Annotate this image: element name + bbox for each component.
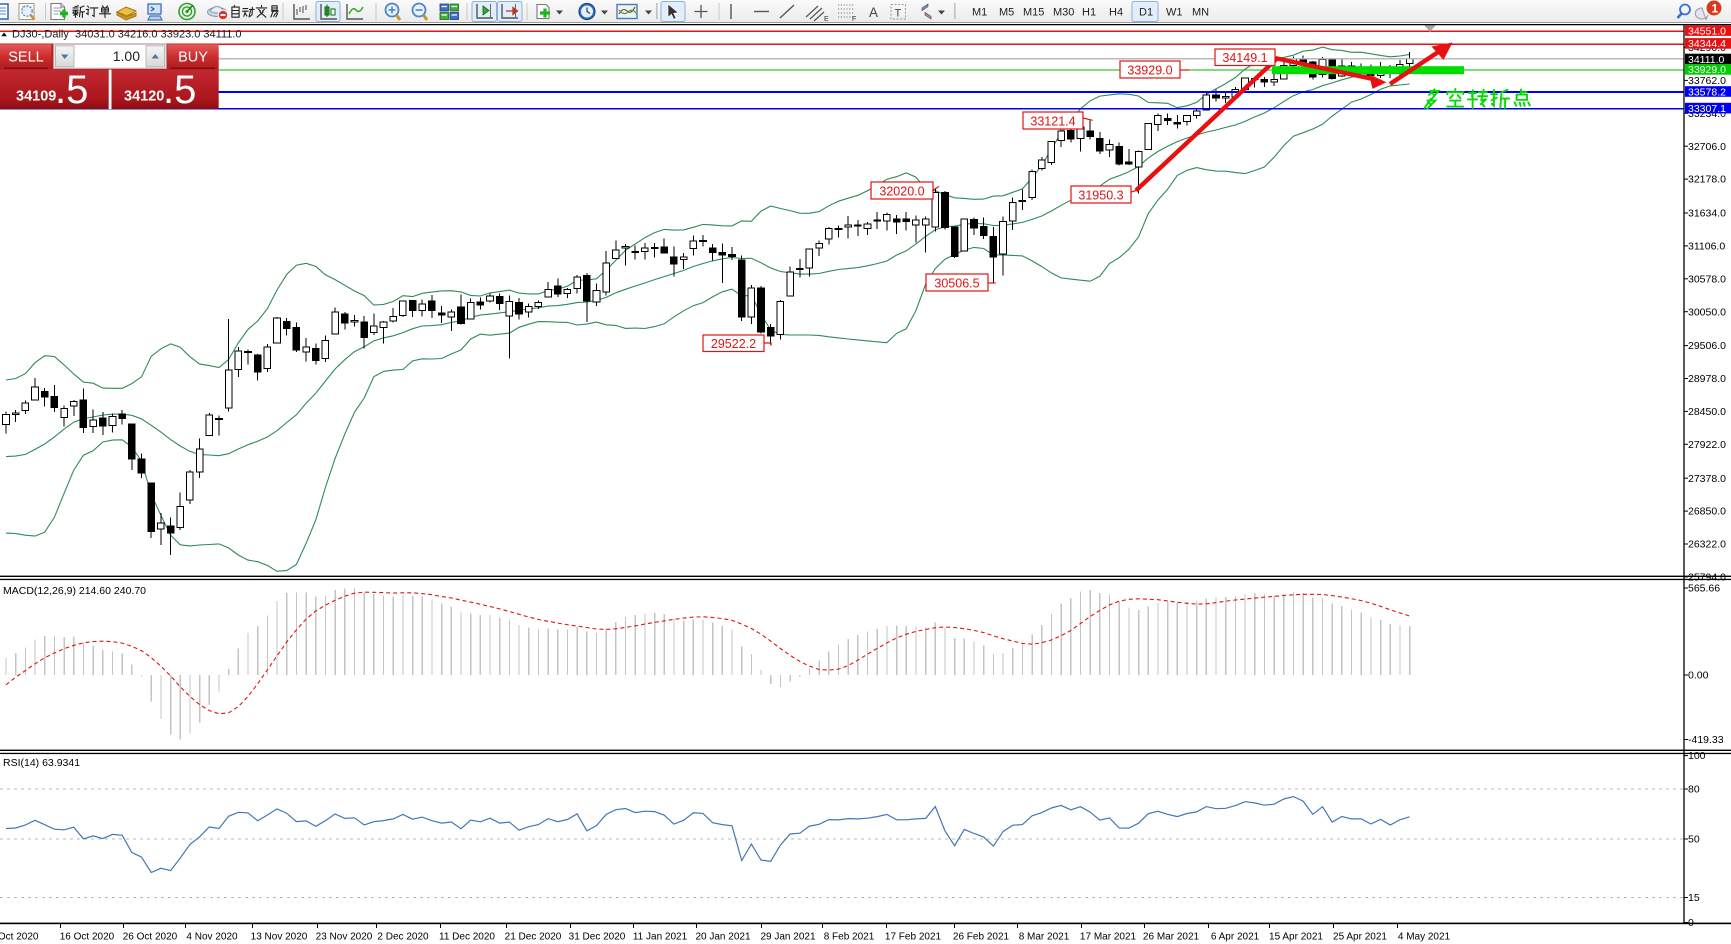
svg-text:33762.0: 33762.0: [1688, 75, 1726, 87]
svg-text:M1: M1: [972, 7, 987, 19]
svg-text:MN: MN: [1192, 7, 1209, 19]
svg-text:7 Oct 2020: 7 Oct 2020: [0, 932, 39, 943]
svg-text:31634.0: 31634.0: [1688, 208, 1726, 220]
svg-text:29 Jan 2021: 29 Jan 2021: [760, 932, 815, 943]
svg-text:M5: M5: [999, 7, 1014, 19]
svg-text:1: 1: [1712, 2, 1719, 16]
svg-text:RSI(14) 63.9341: RSI(14) 63.9341: [3, 757, 80, 769]
svg-text:34111.0: 34111.0: [1688, 54, 1725, 66]
svg-text:26850.0: 26850.0: [1688, 506, 1726, 518]
svg-text:33929.0: 33929.0: [1688, 64, 1726, 76]
svg-text:50: 50: [1688, 834, 1700, 846]
svg-text:32706.0: 32706.0: [1688, 141, 1726, 153]
svg-text:32178.0: 32178.0: [1688, 174, 1726, 186]
svg-text:W1: W1: [1166, 7, 1183, 19]
svg-text:8 Feb 2021: 8 Feb 2021: [824, 932, 875, 943]
svg-text:27922.0: 27922.0: [1688, 439, 1726, 451]
svg-text:A: A: [869, 5, 878, 20]
svg-text:17 Feb 2021: 17 Feb 2021: [885, 932, 942, 943]
svg-text:H4: H4: [1109, 7, 1123, 19]
svg-text:34551.0: 34551.0: [1688, 25, 1726, 37]
svg-text:33121.4: 33121.4: [1030, 115, 1075, 129]
svg-text:15 Apr 2021: 15 Apr 2021: [1269, 932, 1323, 943]
svg-text:30050.0: 30050.0: [1688, 306, 1726, 318]
svg-text:565.66: 565.66: [1688, 583, 1720, 595]
svg-text:29522.2: 29522.2: [711, 337, 756, 351]
svg-text:80: 80: [1688, 784, 1700, 796]
svg-text:4 May 2021: 4 May 2021: [1398, 932, 1451, 943]
svg-text:29506.0: 29506.0: [1688, 340, 1726, 352]
svg-text:4 Nov 2020: 4 Nov 2020: [186, 932, 238, 943]
svg-text:26 Mar 2021: 26 Mar 2021: [1143, 932, 1200, 943]
svg-text:31 Dec 2020: 31 Dec 2020: [569, 932, 626, 943]
svg-text:34109: 34109: [16, 89, 56, 105]
svg-text:15: 15: [1688, 892, 1700, 904]
svg-text:16 Oct 2020: 16 Oct 2020: [60, 932, 115, 943]
svg-text:28978.0: 28978.0: [1688, 373, 1726, 385]
svg-text:BUY: BUY: [178, 50, 208, 66]
svg-text:11 Dec 2020: 11 Dec 2020: [439, 932, 495, 943]
svg-text:100: 100: [1688, 750, 1706, 762]
svg-text:T: T: [895, 8, 902, 20]
svg-text:17 Mar 2021: 17 Mar 2021: [1080, 932, 1137, 943]
svg-text:27378.0: 27378.0: [1688, 473, 1726, 485]
svg-text:2 Dec 2020: 2 Dec 2020: [377, 932, 429, 943]
svg-text:30578.0: 30578.0: [1688, 273, 1726, 285]
svg-text:11 Jan 2021: 11 Jan 2021: [633, 932, 688, 943]
svg-text:.5: .5: [55, 68, 88, 112]
svg-text:DJ30-,Daily 34031.0 34216.0 3: DJ30-,Daily 34031.0 34216.0 33923.0 3411…: [12, 29, 242, 41]
svg-text:28450.0: 28450.0: [1688, 406, 1726, 418]
svg-text:34149.1: 34149.1: [1222, 51, 1267, 65]
svg-text:H1: H1: [1082, 7, 1096, 19]
svg-text:34344.4: 34344.4: [1688, 38, 1726, 50]
svg-text:13 Nov 2020: 13 Nov 2020: [251, 932, 308, 943]
svg-text:20 Jan 2021: 20 Jan 2021: [695, 932, 750, 943]
svg-text:F: F: [852, 16, 856, 23]
svg-text:21 Dec 2020: 21 Dec 2020: [505, 932, 562, 943]
svg-text:25 Apr 2021: 25 Apr 2021: [1333, 932, 1387, 943]
svg-text:-419.33: -419.33: [1688, 734, 1724, 746]
svg-text:34120: 34120: [124, 89, 164, 105]
svg-text:6 Apr 2021: 6 Apr 2021: [1211, 932, 1260, 943]
svg-text:26 Oct 2020: 26 Oct 2020: [123, 932, 178, 943]
svg-text:26 Feb 2021: 26 Feb 2021: [953, 932, 1010, 943]
svg-text:30506.5: 30506.5: [934, 277, 979, 291]
svg-text:0: 0: [1688, 917, 1694, 929]
svg-text:0.00: 0.00: [1688, 670, 1709, 682]
svg-text:M30: M30: [1053, 7, 1074, 19]
svg-text:D1: D1: [1139, 7, 1153, 19]
svg-text:8 Mar 2021: 8 Mar 2021: [1019, 932, 1070, 943]
svg-text:33307.1: 33307.1: [1688, 103, 1726, 115]
svg-text:31106.0: 31106.0: [1688, 241, 1725, 253]
svg-text:E: E: [824, 16, 829, 23]
svg-text:31950.3: 31950.3: [1078, 189, 1123, 203]
svg-text:1.00: 1.00: [113, 48, 140, 64]
svg-text:25794.0: 25794.0: [1688, 572, 1726, 584]
svg-text:26322.0: 26322.0: [1688, 539, 1726, 551]
svg-text:33578.2: 33578.2: [1688, 86, 1726, 98]
svg-text:.5: .5: [163, 68, 196, 112]
svg-text:32020.0: 32020.0: [879, 185, 924, 199]
svg-text:M15: M15: [1023, 7, 1044, 19]
svg-text:MACD(12,26,9) 214.60 240.70: MACD(12,26,9) 214.60 240.70: [3, 585, 146, 597]
svg-text:33929.0: 33929.0: [1127, 64, 1172, 78]
svg-text:SELL: SELL: [8, 50, 43, 66]
svg-text:23 Nov 2020: 23 Nov 2020: [316, 932, 373, 943]
